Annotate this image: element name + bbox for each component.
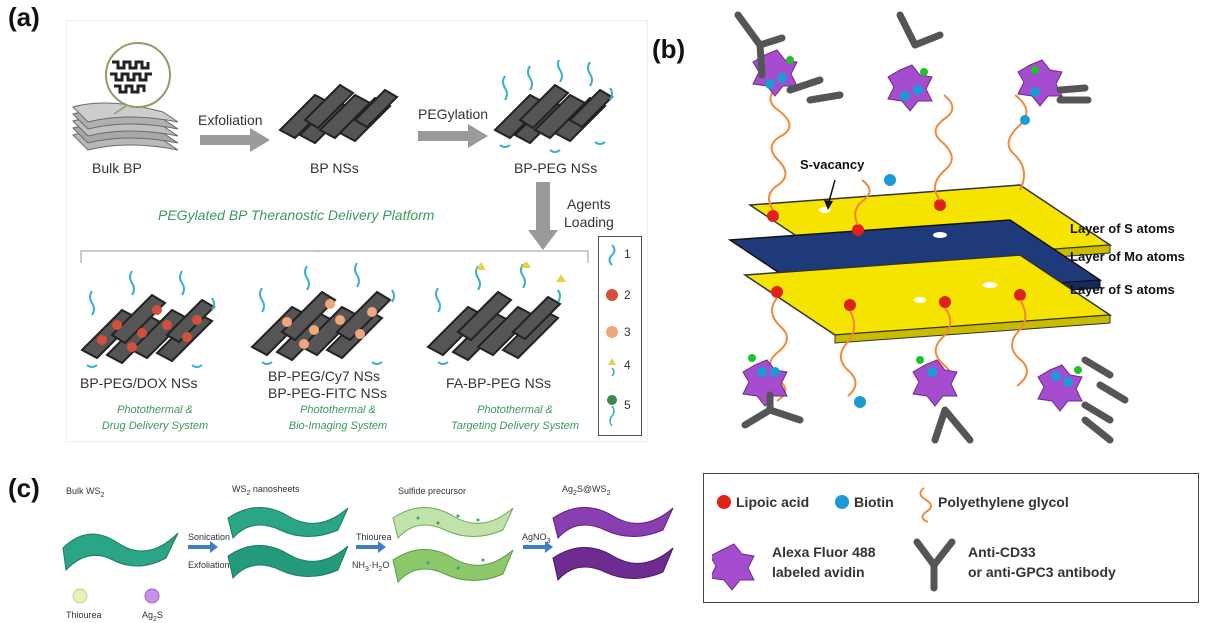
panel-b-label: (b) [652, 34, 686, 64]
bp-nanosheets-illustration [278, 83, 399, 145]
key-1: 1 [624, 247, 631, 261]
dox-system-illustration [80, 270, 216, 368]
thiourea-step-label: Thiourea [356, 532, 392, 542]
dox-system-line1: Photothermal & [117, 404, 193, 416]
cy7-system-line1: Photothermal & [300, 404, 376, 416]
layer-s-top-label: Layer of S atoms [1070, 221, 1175, 236]
bulk-bp-illustration [72, 42, 179, 151]
panel-c-illustrations [62, 507, 674, 584]
panel-a-frame [66, 20, 648, 442]
key-2: 2 [624, 288, 631, 302]
loading-label: Loading [564, 214, 614, 230]
fa-system-line2: Targeting Delivery System [451, 420, 579, 432]
exfoliation-arrow [200, 128, 270, 152]
panel-c-legend-icons [72, 588, 160, 604]
agent-key-icons [606, 244, 618, 427]
legend-box [703, 473, 1199, 603]
ag2s-ws2-label: Ag2S@WS2 [562, 484, 611, 497]
bp-peg-nanosheets-illustration [493, 60, 614, 153]
panel-a-label: (a) [8, 2, 40, 32]
bulk-ws2-label: Bulk WS2 [66, 486, 105, 499]
dox-system-line2: Drug Delivery System [101, 420, 209, 432]
key-4: 4 [624, 358, 631, 372]
ws2-nanosheets-label: WS2 nanosheets [232, 484, 300, 497]
legend-icons [712, 487, 956, 592]
agno3-step-label: AgNO3 [522, 532, 551, 545]
exfoliation-label: Exfoliation [198, 112, 263, 128]
sonication-label: Sonication [188, 532, 231, 542]
cy7-label: BP-PEG/Cy7 NSs [268, 368, 381, 384]
exfoliation-c-label: Exfoliation [188, 560, 230, 570]
agent-key-box [598, 236, 642, 436]
pegylation-label: PEGylation [418, 106, 489, 122]
bp-peg-nss-label: BP-PEG NSs [514, 160, 598, 176]
pegylation-arrow [418, 124, 488, 148]
fa-label: FA-BP-PEG NSs [446, 375, 552, 391]
mos2-layers-illustration [727, 11, 1129, 444]
legend-alexa-line2: labeled avidin [772, 564, 865, 580]
layer-mo-label: Layer of Mo atoms [1070, 249, 1185, 264]
s-vacancy-label: S-vacancy [800, 157, 865, 172]
cy7-system-illustration [250, 262, 395, 365]
platform-title: PEGylated BP Theranostic Delivery Platfo… [158, 207, 435, 223]
fa-system-illustration [426, 262, 566, 365]
sulfide-precursor-label: Sulfide precursor [398, 486, 467, 496]
bulk-bp-label: Bulk BP [92, 160, 142, 176]
panel-c-label: (c) [8, 473, 40, 503]
legend-peg: Polyethylene glycol [938, 494, 1069, 510]
bp-nss-label: BP NSs [310, 160, 359, 176]
legend-lipoic: Lipoic acid [736, 494, 810, 510]
fa-system-line1: Photothermal & [477, 404, 553, 416]
legend-thiourea: Thiourea [66, 610, 102, 620]
cy7-system-line2: Bio-Imaging System [288, 420, 388, 432]
dox-label: BP-PEG/DOX NSs [80, 375, 198, 391]
legend-anti-line1: Anti-CD33 [968, 544, 1036, 560]
fitc-label: BP-PEG-FITC NSs [268, 385, 388, 401]
agents-loading-arrow [528, 182, 558, 250]
platform-bracket [80, 250, 589, 263]
legend-alexa-line1: Alexa Fluor 488 [772, 544, 876, 560]
key-5: 5 [624, 398, 631, 412]
legend-biotin: Biotin [854, 494, 894, 510]
agents-label: Agents [567, 196, 611, 212]
legend-ag2s: Ag2S [142, 610, 163, 623]
legend-anti-line2: or anti-GPC3 antibody [968, 564, 1116, 580]
layer-s-bottom-label: Layer of S atoms [1070, 282, 1175, 297]
nh3-step-label: NH3·H2O [352, 560, 390, 573]
key-3: 3 [624, 325, 631, 339]
